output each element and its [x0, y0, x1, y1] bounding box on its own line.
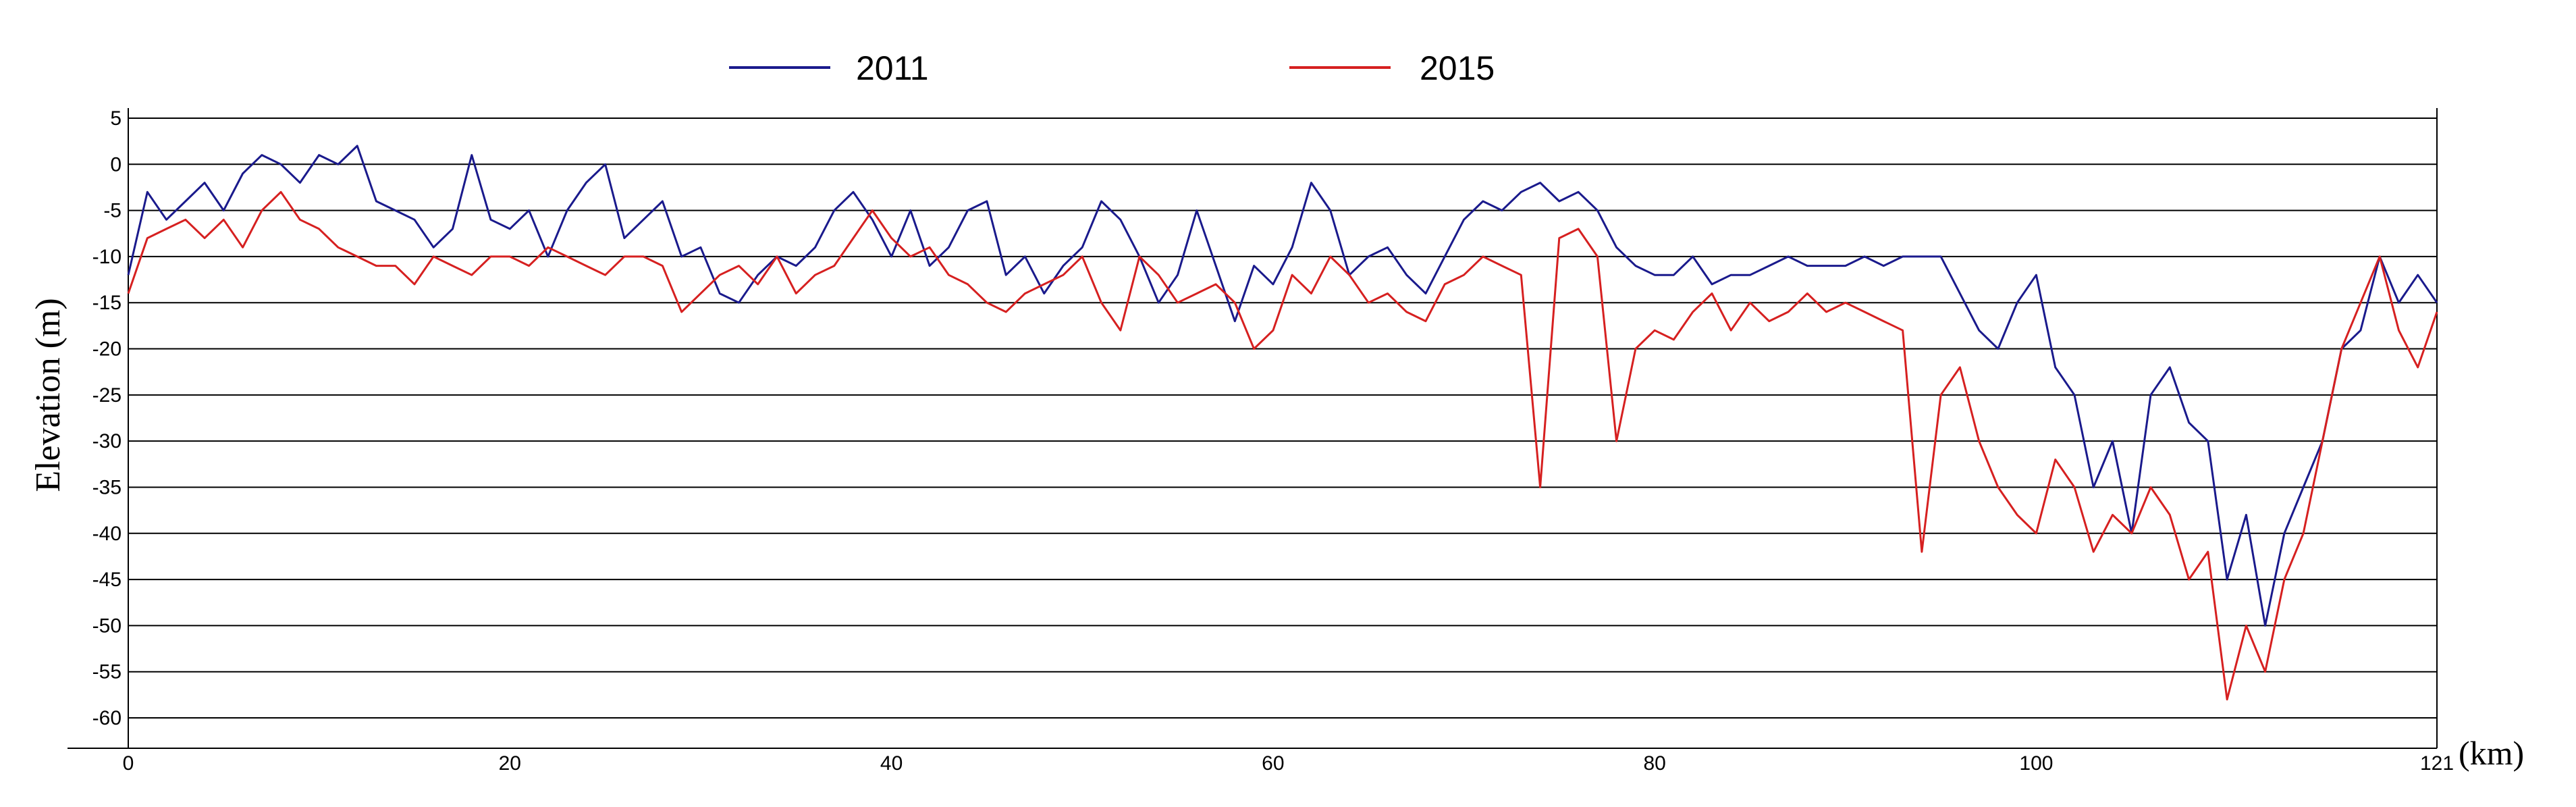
y-tick-label: 5 [110, 107, 122, 130]
y-tick-label: -5 [103, 200, 122, 222]
x-tick-label: 0 [123, 752, 134, 775]
x-tick-label: 121 [2420, 752, 2454, 775]
series-line-2015 [127, 190, 2438, 701]
y-tick-label: 0 [110, 153, 122, 176]
y-tick-label: -35 [92, 476, 122, 498]
y-axis-label: Elevation (m) [29, 298, 68, 492]
y-tick-label: -10 [92, 246, 122, 268]
x-tick-label: 80 [1643, 752, 1665, 775]
x-tick-label: 100 [2019, 752, 2053, 775]
y-tick-label: -60 [92, 707, 122, 729]
y-tick-label: -45 [92, 569, 122, 591]
y-tick-label: -15 [92, 292, 122, 314]
series-line-2011 [127, 145, 2438, 627]
y-tick-label: -40 [92, 523, 122, 545]
legend-label-2011: 2011 [856, 49, 929, 87]
y-tick-labels: 5 0 -5 -10 -15 -20 -25 -30 -35 -40 -45 -50 -55 -60 [92, 107, 122, 729]
y-tick-label: -55 [92, 661, 122, 683]
y-tick-label: -25 [92, 384, 122, 407]
legend: 2011 2015 [729, 49, 1495, 87]
x-unit-label: (km) [2459, 734, 2524, 772]
series-lines [127, 145, 2438, 701]
x-tick-label: 60 [1262, 752, 1284, 775]
grid-lines [68, 108, 2438, 749]
legend-label-2015: 2015 [1420, 49, 1495, 87]
x-tick-label: 40 [880, 752, 903, 775]
x-tick-labels: 0 20 40 60 80 100 121 [123, 752, 2454, 775]
y-tick-label: -20 [92, 338, 122, 361]
y-tick-label: -50 [92, 615, 122, 637]
y-tick-label: -30 [92, 430, 122, 452]
x-tick-label: 20 [499, 752, 521, 775]
